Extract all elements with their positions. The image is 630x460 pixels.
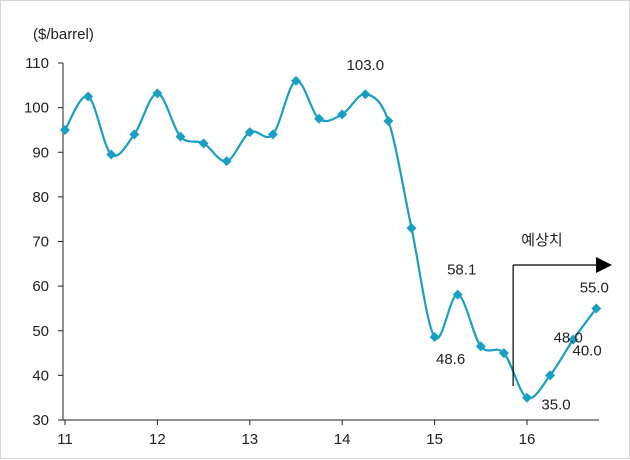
x-tick-label: 16 — [519, 431, 536, 448]
y-tick-label: 60 — [32, 278, 49, 295]
data-point-marker — [314, 113, 325, 124]
x-tick-label: 11 — [57, 431, 73, 448]
y-tick-label: 110 — [25, 55, 49, 72]
data-label: 48.6 — [436, 351, 465, 368]
x-tick-label: 13 — [241, 431, 258, 448]
x-ticks: 11 12 13 14 15 16 — [57, 420, 535, 448]
data-label: 35.0 — [541, 397, 570, 414]
data-point-marker — [291, 75, 301, 86]
data-point-marker — [129, 129, 140, 140]
series-line — [64, 79, 598, 400]
data-point-marker — [591, 303, 602, 314]
y-ticks: 30 40 50 60 70 80 90 100 110 — [24, 55, 63, 429]
y-axis-unit-label: ($/barrel) — [33, 26, 94, 43]
data-point-marker — [83, 91, 94, 102]
y-tick-label: 70 — [32, 234, 49, 251]
series-markers — [60, 75, 602, 403]
data-label: 58.1 — [447, 262, 476, 279]
data-point-marker — [498, 348, 509, 359]
forecast-arrowhead — [596, 257, 612, 273]
x-tick-label: 14 — [334, 431, 351, 448]
data-label: 48.0 — [554, 330, 583, 347]
forecast-annotation: 예상치 — [512, 231, 612, 386]
data-point-marker — [60, 124, 70, 135]
x-tick-label: 12 — [149, 431, 166, 448]
y-tick-label: 30 — [32, 412, 49, 429]
data-point-marker — [545, 370, 556, 381]
data-point-marker — [383, 116, 394, 127]
forecast-label: 예상치 — [521, 231, 562, 249]
data-point-marker — [152, 88, 163, 99]
data-point-marker — [221, 156, 232, 167]
y-tick-label: 50 — [32, 323, 49, 340]
data-point-marker — [198, 138, 209, 149]
data-label: 103.0 — [347, 57, 385, 74]
data-point-marker — [475, 341, 486, 352]
data-point-marker — [337, 109, 348, 120]
y-tick-label: 100 — [24, 100, 49, 117]
data-point-marker — [244, 127, 255, 138]
data-point-marker — [106, 149, 117, 160]
x-tick-label: 15 — [426, 431, 443, 448]
data-point-marker — [429, 331, 440, 342]
data-point-marker — [522, 392, 532, 403]
data-labels: 103.0 48.6 58.1 35.0 40.048.0 55.0 — [347, 57, 609, 413]
y-tick-label: 90 — [32, 144, 49, 161]
data-point-marker — [175, 131, 186, 142]
data-point-marker — [360, 89, 371, 100]
y-tick-label: 40 — [32, 367, 49, 384]
data-point-marker — [568, 334, 579, 345]
data-point-marker — [267, 129, 278, 140]
data-label: 40.0 — [572, 342, 601, 359]
y-tick-label: 80 — [32, 189, 49, 206]
data-label: 55.0 — [580, 279, 609, 296]
data-point-marker — [406, 223, 417, 234]
data-point-marker — [452, 289, 463, 300]
